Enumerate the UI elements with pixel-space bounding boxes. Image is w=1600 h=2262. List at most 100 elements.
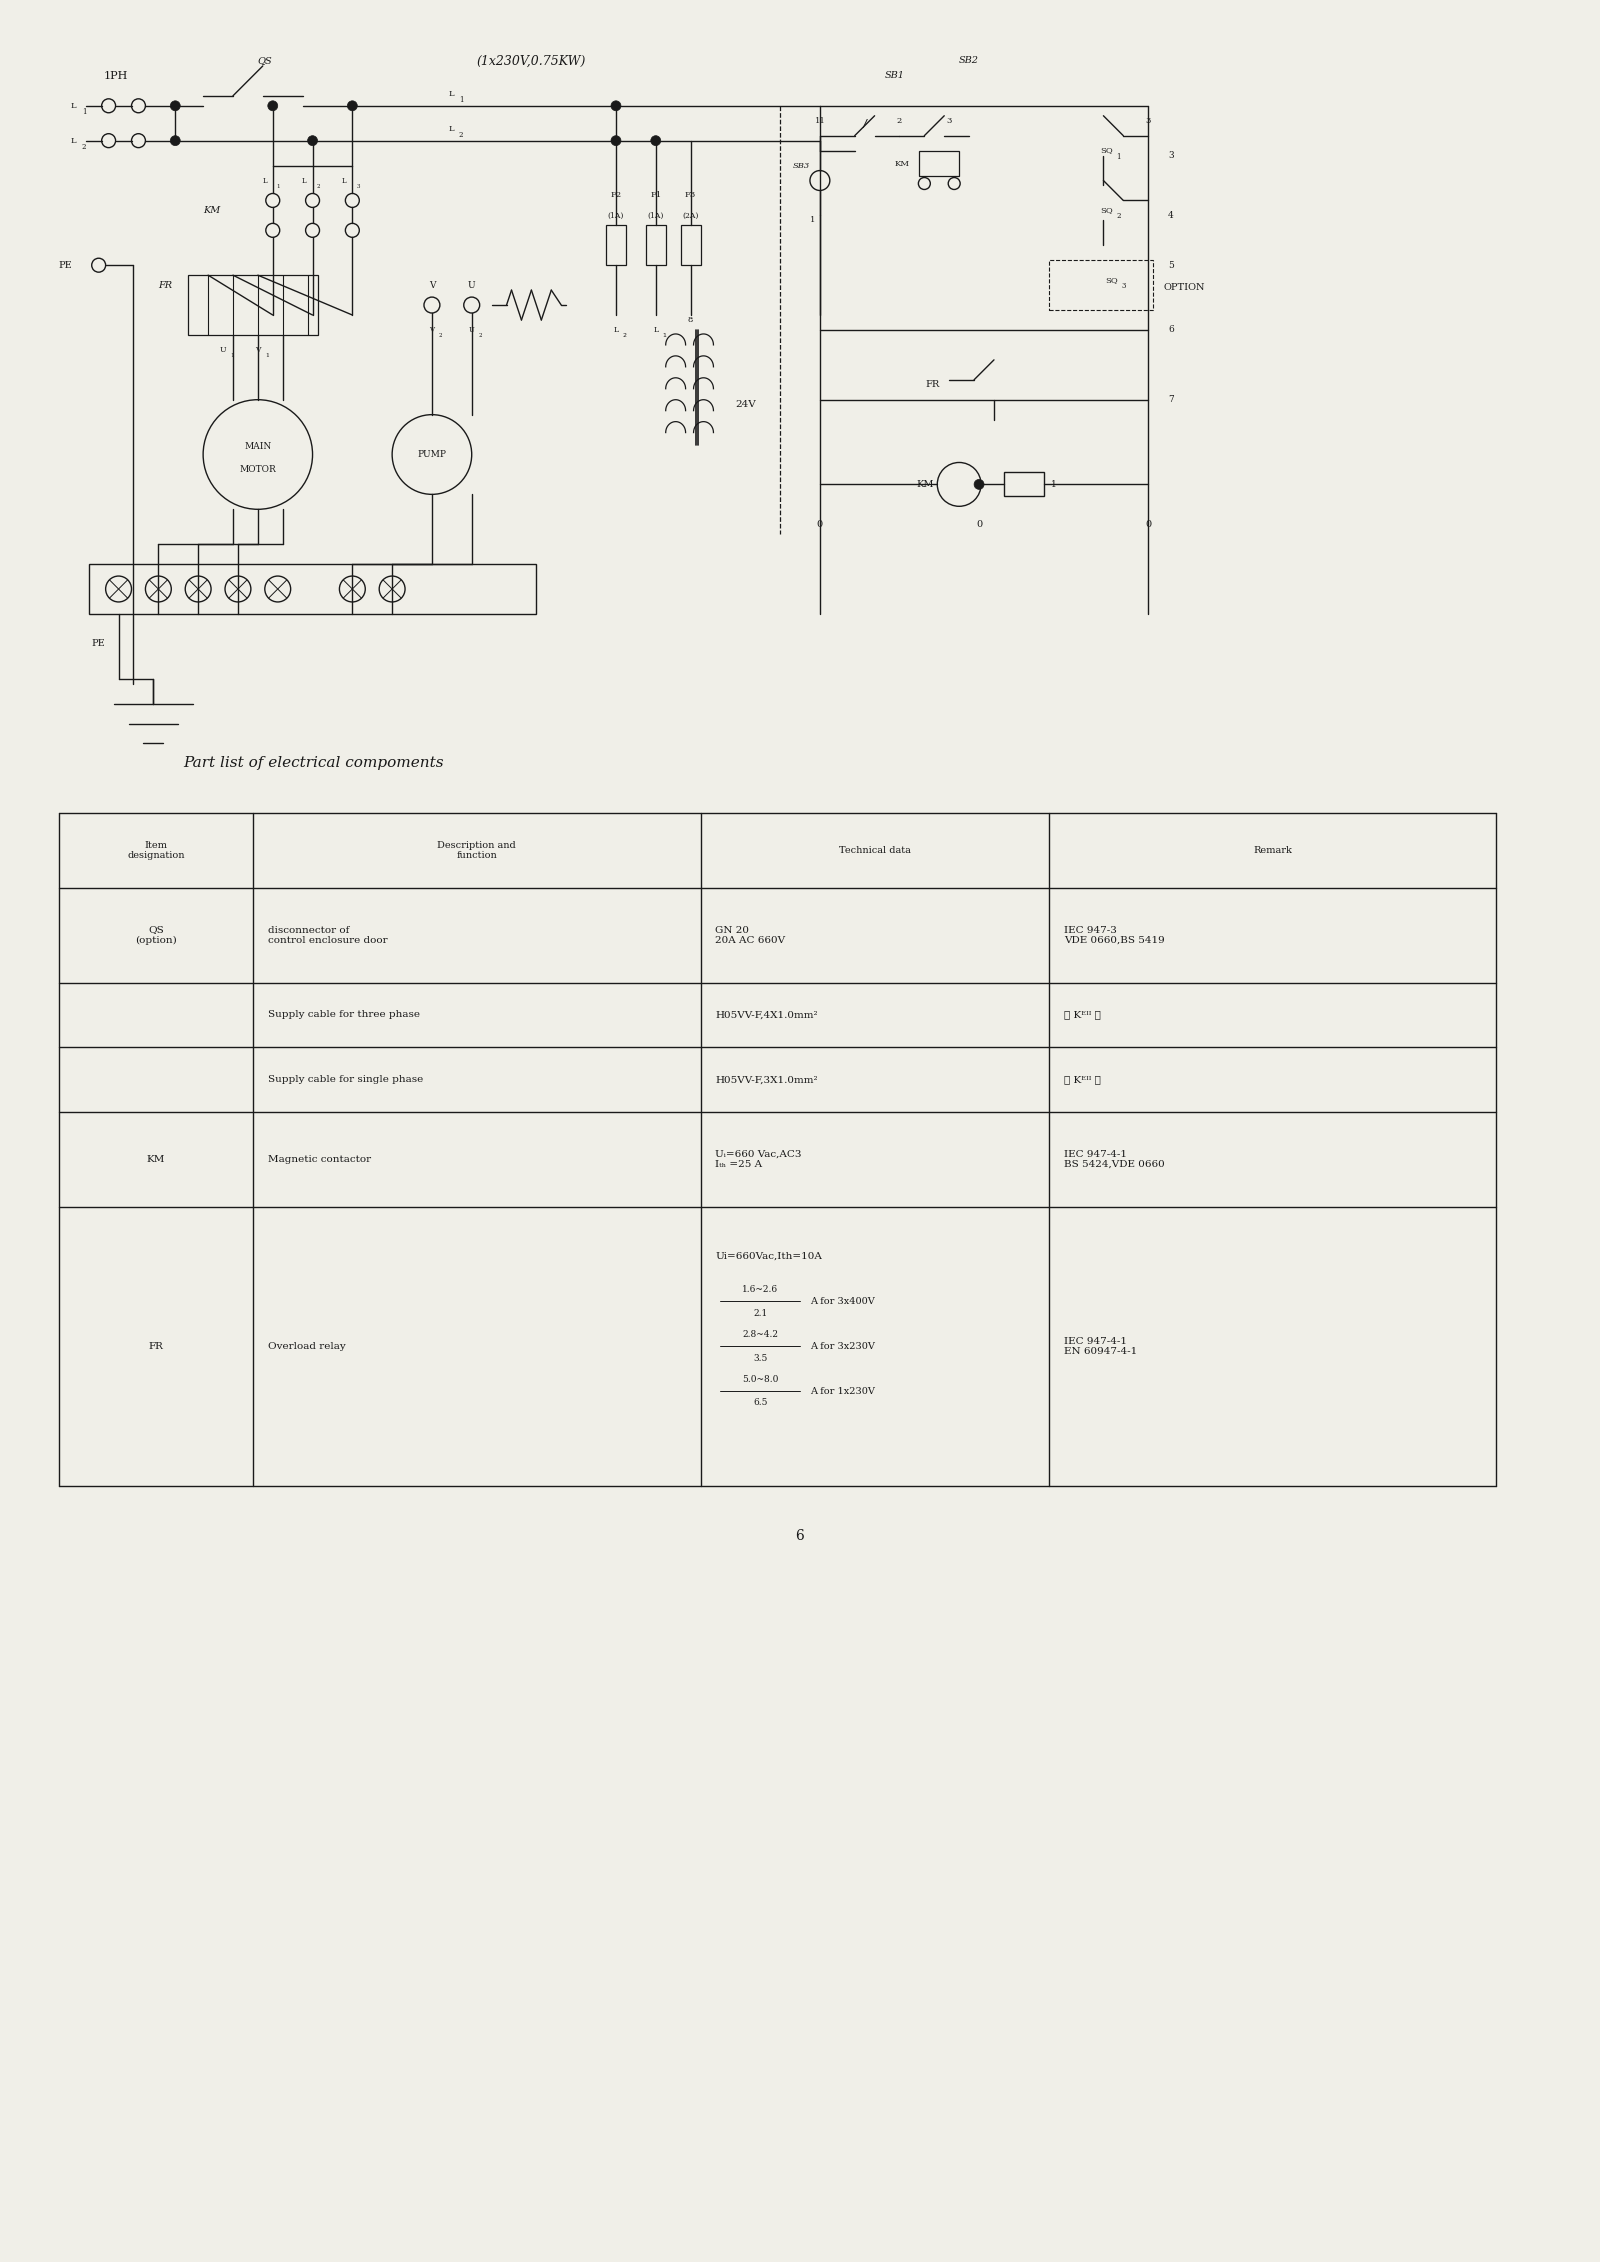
Text: Supply cable for three phase: Supply cable for three phase [267,1011,419,1020]
Text: Magnetic contactor: Magnetic contactor [267,1156,371,1165]
Text: SB3: SB3 [792,161,810,170]
Circle shape [347,102,357,111]
Text: IEC 947-4-1
BS 5424,VDE 0660: IEC 947-4-1 BS 5424,VDE 0660 [1064,1149,1165,1169]
Text: 11: 11 [814,118,826,124]
Text: 2: 2 [478,333,482,339]
Text: 2: 2 [622,333,627,339]
Circle shape [611,102,621,111]
Text: U: U [467,280,475,290]
Text: KM: KM [894,161,909,167]
Text: Ui=660Vac,Ith=10A: Ui=660Vac,Ith=10A [715,1253,822,1260]
Text: /: / [861,118,869,129]
Text: 1: 1 [1117,152,1122,161]
Bar [646,226,666,265]
Text: 6: 6 [1168,326,1174,335]
Text: 2: 2 [438,333,442,339]
Text: 2: 2 [459,131,464,138]
Text: MAIN: MAIN [245,441,272,450]
Circle shape [170,136,181,145]
Text: L: L [450,90,454,97]
Text: PE: PE [59,260,72,269]
Text: L: L [450,124,454,133]
Text: 6: 6 [795,1529,805,1543]
Bar [606,226,626,265]
Text: PE: PE [91,640,106,649]
Text: 8: 8 [688,317,693,323]
Text: Supply cable for single phase: Supply cable for single phase [267,1074,422,1083]
Text: 2.8~4.2: 2.8~4.2 [742,1330,778,1339]
Bar [189,276,317,335]
Text: SB2: SB2 [958,57,979,66]
Text: L: L [302,176,307,185]
Circle shape [170,102,181,111]
Text: 1: 1 [810,217,814,224]
Text: SQ: SQ [1106,276,1118,285]
Text: V: V [429,280,435,290]
Text: GN 20
20A AC 660V: GN 20 20A AC 660V [715,925,786,946]
Text: 6.5: 6.5 [754,1398,768,1407]
Text: 0: 0 [818,520,822,529]
Text: Remark: Remark [1253,846,1291,855]
Text: A for 3x400V: A for 3x400V [810,1296,875,1305]
Text: IEC 947-3
VDE 0660,BS 5419: IEC 947-3 VDE 0660,BS 5419 [1064,925,1165,946]
Text: (2A): (2A) [682,210,699,219]
Text: ⚠ Kᴱᴵᴵ Ⓢ: ⚠ Kᴱᴵᴵ Ⓢ [1064,1011,1101,1020]
Text: FR: FR [149,1341,163,1350]
Text: 3.5: 3.5 [754,1353,768,1362]
Text: FR: FR [158,280,173,290]
Text: OPTION: OPTION [1163,283,1205,292]
Text: 0: 0 [976,520,982,529]
Text: 2: 2 [317,183,320,190]
Text: L: L [653,326,658,335]
Text: (1x230V,0.75KW): (1x230V,0.75KW) [477,54,586,68]
Text: L: L [70,102,75,111]
Text: SB1: SB1 [885,72,904,81]
Text: QS
(option): QS (option) [134,925,176,946]
Text: Description and
function: Description and function [437,841,517,860]
Bar [680,226,701,265]
Text: KM: KM [203,206,221,215]
Text: Uᵢ=660 Vac,AC3
Iₜₕ =25 A: Uᵢ=660 Vac,AC3 Iₜₕ =25 A [715,1149,802,1169]
Text: F1: F1 [650,192,661,199]
Text: SQ: SQ [1101,147,1114,154]
Text: Technical data: Technical data [838,846,910,855]
Text: PUMP: PUMP [418,450,446,459]
Text: SQ: SQ [1101,206,1114,215]
Text: A for 3x230V: A for 3x230V [810,1341,875,1350]
Text: (1A): (1A) [648,210,664,219]
Text: 1: 1 [230,353,234,357]
Text: 1: 1 [1051,480,1056,489]
Text: MOTOR: MOTOR [240,466,277,475]
Text: L: L [342,176,346,185]
Text: 1.6~2.6: 1.6~2.6 [742,1285,778,1294]
Text: ⚠ Kᴱᴵᴵ Ⓢ: ⚠ Kᴱᴵᴵ Ⓢ [1064,1074,1101,1083]
Text: V: V [254,346,261,353]
Text: 4: 4 [1168,210,1174,219]
Text: 1: 1 [277,183,280,190]
Circle shape [974,480,984,489]
Text: 1PH: 1PH [104,70,128,81]
Text: 3: 3 [1146,118,1150,124]
Text: H05VV-F,4X1.0mm²: H05VV-F,4X1.0mm² [715,1011,818,1020]
Text: Overload relay: Overload relay [267,1341,346,1350]
Circle shape [611,136,621,145]
Text: 1: 1 [266,353,269,357]
Bar [88,563,536,613]
Text: 3: 3 [357,183,360,190]
Text: Part list of electrical compoments: Part list of electrical compoments [184,756,443,771]
Text: 3: 3 [1168,152,1174,161]
Circle shape [307,136,317,145]
Text: H05VV-F,3X1.0mm²: H05VV-F,3X1.0mm² [715,1074,818,1083]
Text: IEC 947-4-1
EN 60947-4-1: IEC 947-4-1 EN 60947-4-1 [1064,1337,1138,1355]
Text: 7: 7 [1168,396,1174,405]
Text: 2: 2 [1117,213,1122,219]
Text: (1A): (1A) [608,210,624,219]
Text: L: L [613,326,619,335]
Text: Item
designation: Item designation [126,841,184,860]
Text: 5: 5 [1168,260,1174,269]
Circle shape [651,136,661,145]
Text: 2: 2 [82,143,86,152]
Text: U: U [469,326,475,335]
Text: 5.0~8.0: 5.0~8.0 [742,1375,778,1384]
Text: 3: 3 [1122,283,1126,290]
